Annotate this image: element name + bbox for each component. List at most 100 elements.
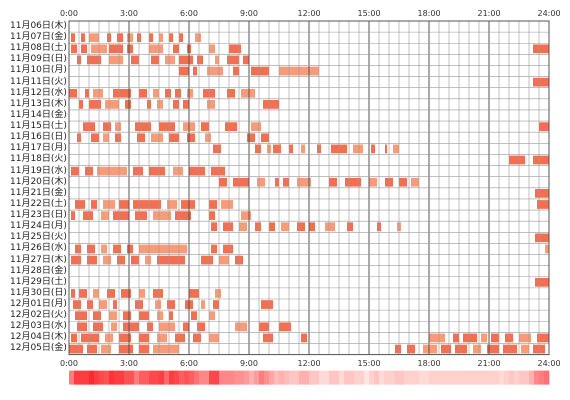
activity-bar <box>189 166 205 176</box>
activity-bar <box>201 122 209 131</box>
activity-bar <box>89 33 99 43</box>
activity-bar <box>257 177 265 187</box>
density-cell <box>339 370 345 385</box>
density-cell <box>129 370 135 385</box>
activity-bar <box>147 322 153 332</box>
density-cell <box>194 370 200 385</box>
density-cell <box>439 370 445 385</box>
activity-bar <box>73 300 81 309</box>
activity-bar <box>101 344 111 354</box>
density-cell <box>299 370 305 385</box>
activity-bar <box>175 211 191 220</box>
activity-bar <box>165 88 171 98</box>
day-label: 11月30日(日) <box>10 287 67 298</box>
density-cell <box>469 370 475 385</box>
density-cell <box>114 370 120 385</box>
activity-bar <box>137 133 145 143</box>
activity-bar <box>113 300 117 309</box>
activity-bar <box>111 322 117 332</box>
activity-bar <box>159 33 163 43</box>
day-label: 11月18日(火) <box>10 154 67 165</box>
activity-bar <box>519 333 531 343</box>
density-cell <box>324 370 330 385</box>
density-cell <box>164 370 170 385</box>
density-cell <box>289 370 295 385</box>
density-cell <box>99 370 105 385</box>
density-cell <box>374 370 380 385</box>
density-cell <box>309 370 315 385</box>
activity-bar <box>215 55 219 65</box>
density-cell <box>119 370 125 385</box>
density-cell <box>499 370 505 385</box>
activity-bar <box>101 211 109 220</box>
activity-bar <box>107 289 115 298</box>
activity-bar <box>113 88 131 98</box>
density-cell <box>484 370 490 385</box>
activity-bar <box>133 166 143 176</box>
density-cell <box>134 370 140 385</box>
activity-bar <box>71 333 77 343</box>
activity-bar <box>125 100 131 109</box>
activity-bar <box>157 333 167 343</box>
activity-bar <box>123 311 131 321</box>
activity-bar <box>227 88 235 98</box>
activity-bar <box>105 100 119 109</box>
activity-bar <box>347 222 353 232</box>
activity-bar <box>407 344 415 354</box>
activity-bar <box>119 200 129 209</box>
density-cell <box>274 370 280 385</box>
activity-bar <box>537 200 549 209</box>
day-label: 12月02日(火) <box>10 310 67 321</box>
activity-bar <box>309 222 315 232</box>
activity-bar <box>189 289 199 298</box>
activity-bar <box>201 255 213 265</box>
activity-bar <box>139 244 187 254</box>
activity-bar <box>481 333 487 343</box>
x-tick-label-bottom: 9:00 <box>240 358 258 368</box>
activity-bar <box>85 88 89 98</box>
activity-bar <box>87 244 95 254</box>
density-cell <box>184 370 190 385</box>
activity-bar <box>411 177 419 187</box>
activity-bar <box>535 277 549 287</box>
activity-bar <box>545 244 549 254</box>
activity-bar <box>135 211 147 220</box>
day-label: 11月12日(水) <box>10 87 67 98</box>
activity-bar <box>71 255 81 265</box>
density-cell <box>254 370 260 385</box>
x-tick-label-bottom: 6:00 <box>180 358 198 368</box>
activity-bar <box>209 333 219 343</box>
activity-bar <box>159 322 175 332</box>
x-tick-label-bottom: 24:00 <box>537 358 561 368</box>
activity-bar <box>119 333 131 343</box>
activity-bar <box>75 244 81 254</box>
activity-bar <box>127 44 133 54</box>
activity-bar <box>221 200 233 209</box>
activity-bar <box>153 344 179 354</box>
activity-bar <box>183 100 189 109</box>
activity-bar <box>93 311 101 321</box>
density-cell <box>239 370 245 385</box>
day-label: 11月21日(金) <box>10 187 67 198</box>
activity-bar <box>211 222 217 232</box>
activity-bar <box>91 200 97 209</box>
activity-bar <box>109 55 123 65</box>
activity-bar <box>233 177 249 187</box>
activity-bar <box>297 222 305 232</box>
activity-bar <box>539 122 549 131</box>
activity-bar <box>219 177 227 187</box>
activity-bar <box>75 311 87 321</box>
activity-bar <box>93 289 99 298</box>
activity-bar <box>275 177 279 187</box>
density-cell <box>294 370 300 385</box>
activity-bar <box>71 33 75 43</box>
activity-bar <box>139 311 149 321</box>
density-cell <box>219 370 225 385</box>
activity-bar <box>69 88 77 98</box>
activity-bar <box>69 344 83 354</box>
day-label: 11月11日(火) <box>10 76 67 87</box>
density-cell <box>69 370 75 385</box>
activity-bar <box>81 44 87 54</box>
density-cell <box>434 370 440 385</box>
activity-bar <box>371 144 375 154</box>
